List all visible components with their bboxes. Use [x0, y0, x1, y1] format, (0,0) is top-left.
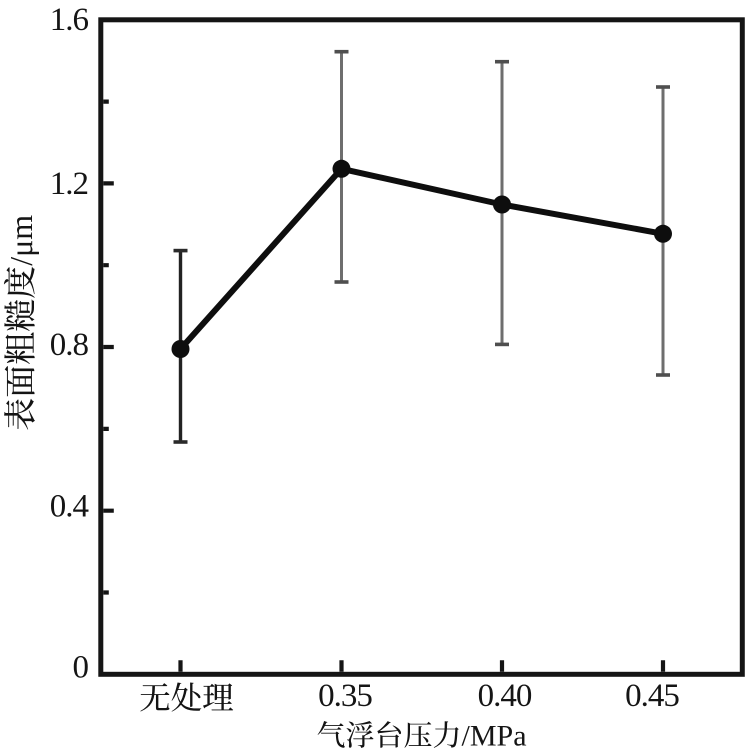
- svg-text:0.4: 0.4: [50, 488, 89, 524]
- svg-text:0.35: 0.35: [318, 678, 372, 714]
- svg-text:0: 0: [73, 650, 89, 686]
- svg-text:/μm: /μm: [3, 215, 39, 266]
- svg-text:0.45: 0.45: [625, 678, 679, 714]
- svg-text:0.40: 0.40: [478, 678, 532, 714]
- svg-text:/MPa: /MPa: [462, 720, 527, 753]
- svg-text:1.2: 1.2: [50, 166, 88, 202]
- svg-text:0.8: 0.8: [50, 327, 89, 363]
- svg-text:1.6: 1.6: [50, 2, 89, 38]
